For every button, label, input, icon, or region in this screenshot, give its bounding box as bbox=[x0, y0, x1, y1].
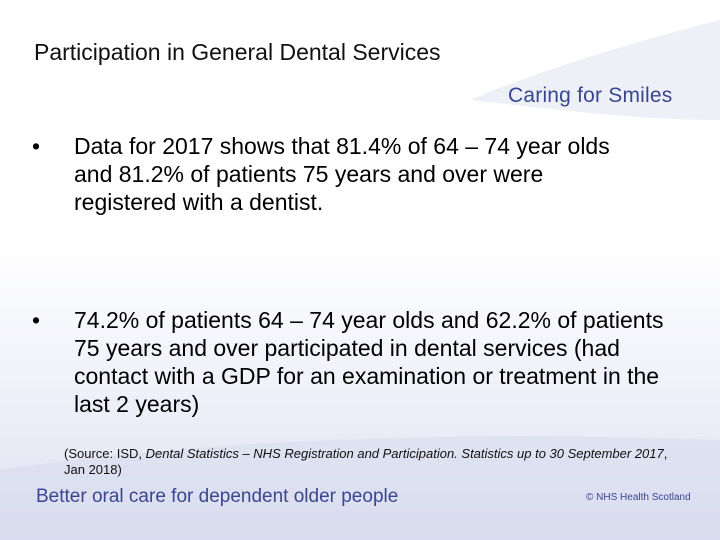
bullet-dot-icon: • bbox=[32, 133, 41, 159]
caring-for-smiles-logo: Caring for Smiles bbox=[508, 84, 673, 107]
page-title: Participation in General Dental Services bbox=[34, 39, 441, 65]
bullet-text: 74.2% of patients 64 – 74 year olds and … bbox=[74, 307, 664, 417]
source-title: Dental Statistics – NHS Registration and… bbox=[145, 446, 664, 461]
bullet-text: Data for 2017 shows that 81.4% of 64 – 7… bbox=[74, 133, 610, 215]
bullet-dot-icon: • bbox=[32, 307, 41, 333]
footer-tagline: Better oral care for dependent older peo… bbox=[36, 486, 399, 507]
source-prefix: (Source: ISD, bbox=[64, 446, 146, 461]
footer-copyright: © NHS Health Scotland bbox=[586, 492, 691, 503]
source-suffix: , Jan 2018) bbox=[64, 446, 668, 477]
source-citation: (Source: ISD, Dental Statistics – NHS Re… bbox=[64, 446, 686, 478]
